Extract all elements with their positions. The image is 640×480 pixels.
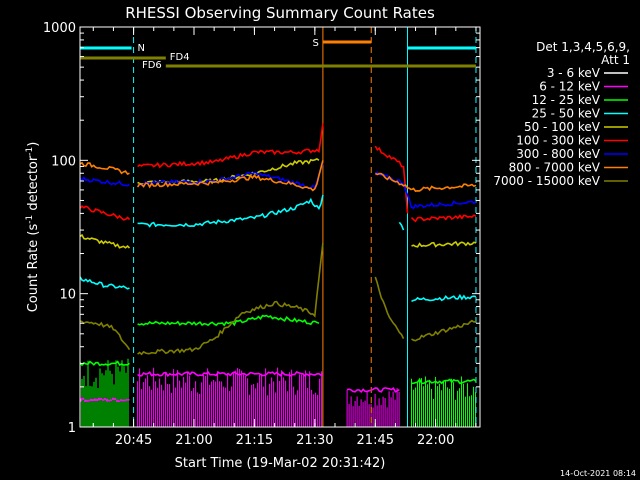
series-segment-5 [411, 377, 477, 385]
series-segment-8 [398, 221, 405, 231]
x-axis-label: Start Time (19-Mar-02 20:31:42) [175, 456, 386, 471]
legend-label-1: 6 - 12 keV [539, 80, 601, 94]
legend-header-1: Det 1,3,4,5,6,9, [536, 40, 630, 54]
series-segment-0 [79, 396, 130, 403]
series-segment-24 [411, 183, 477, 192]
legend-label-7: 800 - 7000 keV [509, 161, 601, 175]
legend-label-6: 300 - 800 keV [516, 147, 600, 161]
series-segment-25 [79, 320, 131, 351]
y-tick-label: 10 [59, 288, 76, 303]
series-segment-6 [79, 276, 130, 290]
y-tick-label: 1 [68, 421, 76, 436]
series-segment-23 [374, 172, 412, 191]
x-tick-label: 21:45 [357, 433, 394, 448]
series-segment-27 [374, 276, 405, 339]
flag-label-s: S [313, 38, 319, 49]
series-segment-21 [79, 161, 130, 175]
x-tick-label: 21:15 [236, 433, 273, 448]
footer-date: 14-Oct-2021 08:14 [560, 469, 636, 478]
flag-label-fd4: FD4 [170, 52, 190, 63]
legend-label-5: 100 - 300 keV [516, 134, 600, 148]
legend-label-2: 12 - 25 keV [532, 93, 601, 107]
series-segment-7 [137, 194, 324, 228]
series-segment-15 [374, 145, 409, 214]
series-segment-4 [137, 314, 320, 327]
x-tick-label: 21:00 [175, 433, 212, 448]
plot-frame [79, 26, 481, 428]
series-segment-28 [411, 319, 477, 342]
y-tick-label: 1000 [43, 21, 76, 36]
series-segment-2 [346, 387, 400, 393]
series-segment-12 [411, 240, 477, 248]
series-segment-17 [79, 176, 130, 187]
series-segment-26 [137, 242, 324, 356]
chart-title: RHESSI Observing Summary Count Rates [125, 4, 435, 22]
y-tick-label: 100 [51, 154, 76, 169]
flag-label-n: N [138, 43, 145, 54]
series-segment-3 [79, 360, 130, 367]
series-segment-13 [79, 205, 131, 221]
legend-label-0: 3 - 6 keV [547, 66, 601, 80]
legend-label-3: 25 - 50 keV [532, 107, 601, 121]
series-segment-18 [137, 163, 324, 189]
y-axis-label-sup: -1 [25, 215, 35, 224]
y-axis-label-main: Count Rate (s [26, 224, 41, 313]
series-segment-16 [410, 214, 477, 223]
series-segment-10 [79, 233, 131, 249]
series-segment-20 [411, 200, 477, 210]
flag-label-fd6: FD6 [142, 60, 162, 71]
y-axis-label: Count Rate (s-1 detector-1) [25, 142, 41, 313]
legend-label-8: 7000 - 15000 keV [493, 174, 600, 188]
series-segment-22 [136, 160, 324, 192]
x-tick-label: 21:30 [296, 433, 333, 448]
series-segment-14 [137, 123, 324, 169]
x-tick-label: 20:45 [115, 433, 152, 448]
series-segment-9 [411, 293, 477, 303]
legend-label-4: 50 - 100 keV [524, 120, 601, 134]
x-tick-label: 22:00 [417, 433, 454, 448]
y-axis-label-sup2: -1 [25, 147, 35, 156]
y-axis-label-end: ) [26, 142, 41, 147]
legend-header-2: Att 1 [601, 53, 630, 67]
axes: 1 10 100 1000 20:45 21:00 21:15 21:30 21:45 22:00 [43, 21, 481, 448]
y-axis-label-mid: detector [26, 155, 41, 215]
series-segment-1 [137, 370, 324, 378]
